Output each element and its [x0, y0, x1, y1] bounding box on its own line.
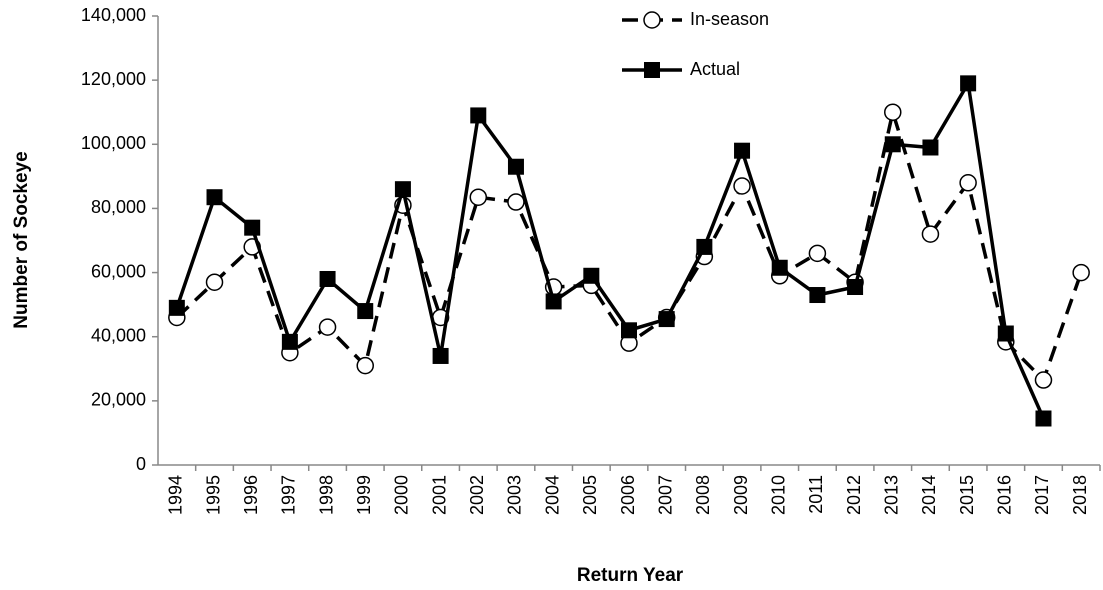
point — [432, 347, 449, 364]
x-tick-label: 1997 — [279, 475, 299, 515]
x-tick-label: 2012 — [844, 475, 864, 515]
x-tick-label: 1999 — [354, 475, 374, 515]
x-tick-label: 2000 — [392, 475, 412, 515]
x-tick-label: 2017 — [1032, 475, 1052, 515]
y-tick-label: 40,000 — [91, 325, 146, 345]
point — [205, 273, 224, 291]
x-tick-label: 2005 — [580, 475, 600, 515]
point — [734, 142, 751, 159]
point — [469, 188, 488, 206]
point — [809, 287, 826, 304]
point — [922, 139, 939, 156]
point — [1034, 371, 1053, 389]
x-tick-label: 1998 — [316, 475, 336, 515]
x-tick-label: 2015 — [957, 475, 977, 515]
x-axis-title: Return Year — [577, 565, 684, 586]
y-tick-label: 20,000 — [91, 390, 146, 410]
point — [318, 318, 337, 336]
point — [771, 259, 788, 276]
point — [1072, 263, 1090, 282]
x-tick-label: 2016 — [995, 475, 1015, 515]
x-tick-label: 2014 — [919, 475, 939, 515]
y-tick-label: 0 — [136, 454, 146, 474]
x-tick-label: 1994 — [166, 475, 186, 515]
y-tick-label: 100,000 — [81, 133, 146, 153]
legend-label: In-season — [690, 9, 769, 29]
x-tick-label: 2006 — [618, 475, 638, 515]
point — [394, 181, 411, 198]
y-tick-label: 80,000 — [91, 197, 146, 217]
y-tick-label: 60,000 — [91, 261, 146, 281]
point — [733, 177, 751, 195]
point — [319, 270, 336, 287]
x-tick-label: 2008 — [693, 475, 713, 515]
point — [960, 75, 977, 92]
point — [357, 303, 374, 320]
x-tick-label: 1996 — [241, 475, 261, 515]
point — [847, 279, 864, 296]
x-tick-label: 1995 — [203, 475, 223, 515]
x-tick-label: 2009 — [731, 475, 751, 515]
point — [356, 356, 374, 375]
point — [1035, 410, 1052, 427]
point — [206, 189, 223, 206]
point — [696, 238, 713, 255]
series-line — [175, 81, 1046, 420]
legend-label: Actual — [690, 59, 740, 79]
y-tick-label: 140,000 — [81, 5, 146, 25]
point — [884, 136, 901, 153]
point — [281, 333, 298, 350]
x-tick-label: 2018 — [1070, 475, 1090, 515]
point — [658, 311, 675, 328]
point — [884, 103, 902, 121]
x-tick-label: 2001 — [429, 475, 449, 515]
x-tick-label: 2003 — [505, 475, 525, 515]
x-tick-label: 2004 — [542, 475, 562, 515]
y-tick-label: 120,000 — [81, 69, 146, 89]
x-tick-label: 2010 — [768, 475, 788, 515]
point — [507, 158, 524, 175]
point — [168, 299, 185, 316]
x-tick-label: 2011 — [806, 475, 826, 514]
y-axis-title: Number of Sockeye — [11, 151, 32, 328]
x-tick-label: 2007 — [655, 475, 675, 515]
point — [507, 193, 525, 211]
x-tick-label: 2013 — [882, 475, 902, 515]
point — [921, 225, 940, 243]
x-tick-label: 2002 — [467, 475, 487, 515]
point — [959, 174, 977, 192]
point — [470, 107, 487, 124]
point — [583, 267, 600, 284]
point — [244, 219, 261, 236]
point — [545, 293, 562, 310]
legend-marker — [644, 62, 660, 78]
point — [808, 244, 827, 263]
legend-marker — [643, 11, 661, 29]
point — [997, 325, 1014, 342]
point — [621, 322, 637, 339]
